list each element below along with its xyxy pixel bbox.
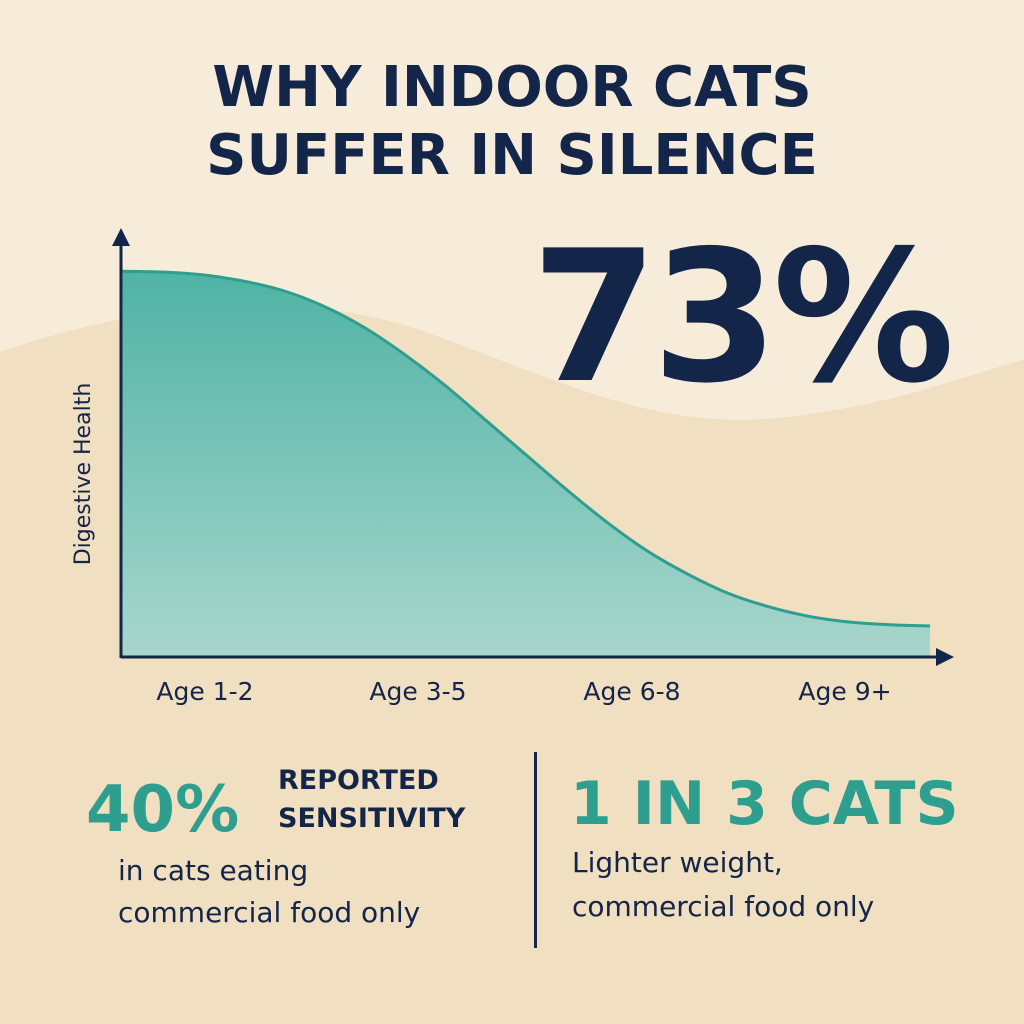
x-tick-label-3: Age 9+ xyxy=(798,677,892,706)
stat-left-label-line-2: SENSITIVITY xyxy=(278,803,466,834)
stat-left-desc-line-2: commercial food only xyxy=(118,896,421,929)
stat-left-value: 40% xyxy=(86,773,240,847)
y-axis-label: Digestive Health xyxy=(71,382,96,566)
x-axis-arrow xyxy=(936,648,954,666)
stat-right-value: 1 IN 3 CATS xyxy=(570,769,959,839)
big-stat-value: 73% xyxy=(531,211,955,423)
axes-group xyxy=(112,228,954,666)
x-tick-label-1: Age 3-5 xyxy=(369,677,467,706)
stat-left-desc-line-1: in cats eating xyxy=(118,854,309,887)
series-line-0 xyxy=(120,269,931,628)
title-line-1: WHY INDOOR CATS xyxy=(212,55,812,120)
series-area-0 xyxy=(121,271,930,657)
stats-divider xyxy=(534,752,537,948)
stat-left-label-line-1: REPORTED xyxy=(278,765,439,796)
series-group xyxy=(120,269,931,657)
x-tick-label-2: Age 6-8 xyxy=(583,677,681,706)
stat-right-desc-line-1: Lighter weight, xyxy=(572,846,783,879)
x-tick-label-0: Age 1-2 xyxy=(156,677,254,706)
title-line-2: SUFFER IN SILENCE xyxy=(206,123,818,188)
stat-right-desc-line-2: commercial food only xyxy=(572,890,875,923)
y-axis-arrow xyxy=(112,228,130,246)
